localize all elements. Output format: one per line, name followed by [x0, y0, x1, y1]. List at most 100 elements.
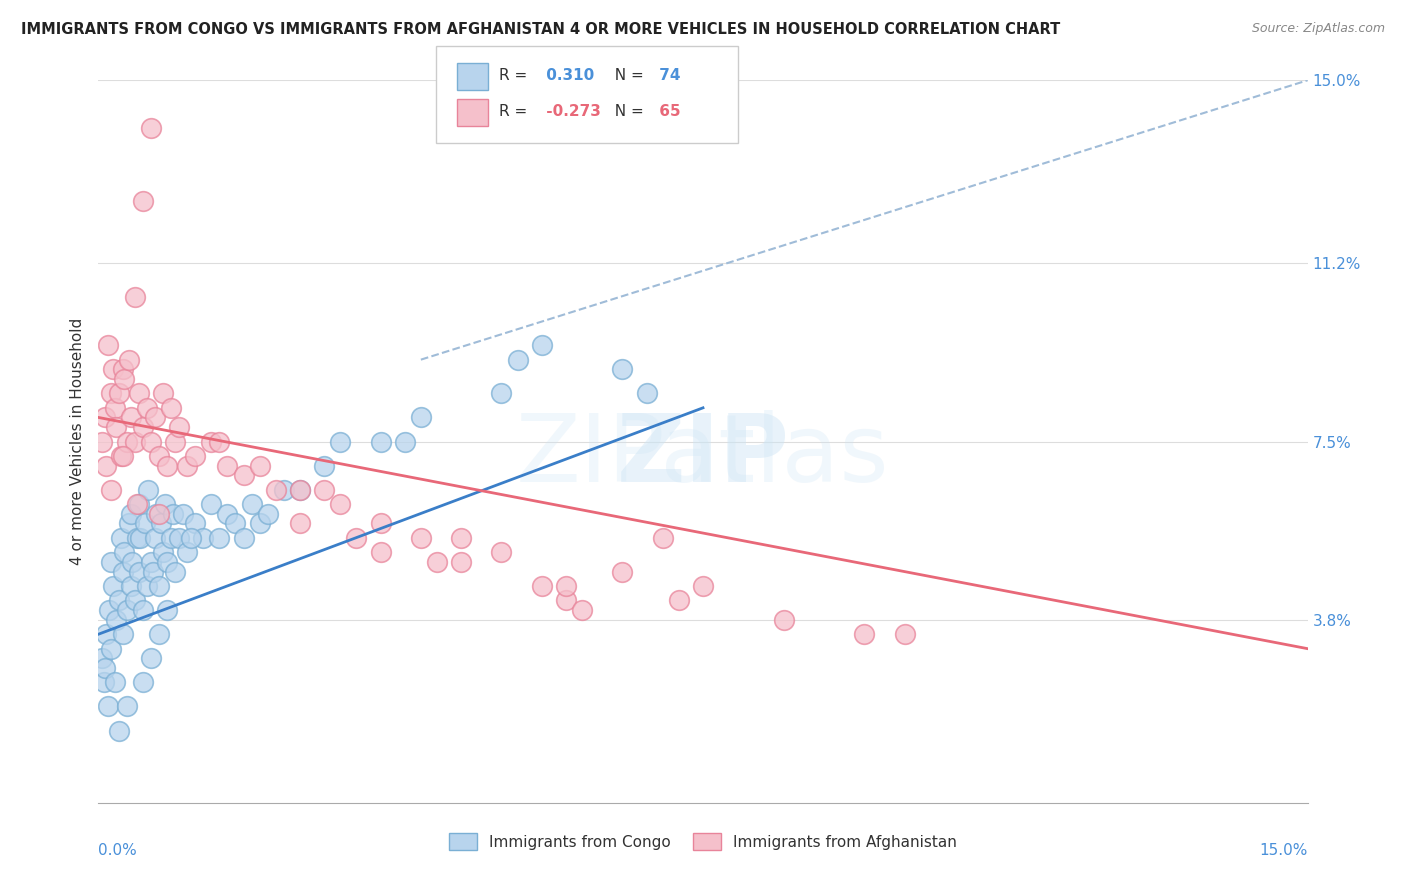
Point: [167, 420, 190, 434]
Text: -0.273: -0.273: [541, 104, 602, 119]
Point: [314, 458, 336, 473]
Point: [612, 362, 634, 376]
Point: [555, 579, 578, 593]
Point: [163, 565, 186, 579]
Point: [120, 410, 142, 425]
Point: [148, 449, 170, 463]
Point: [370, 434, 392, 449]
Point: [217, 458, 239, 473]
Point: [273, 483, 295, 497]
Point: [138, 483, 160, 497]
Point: [100, 483, 122, 497]
Point: [135, 579, 157, 593]
Point: [139, 555, 162, 569]
Point: [692, 579, 714, 593]
Point: [370, 516, 392, 531]
Point: [150, 516, 173, 531]
Point: [107, 593, 129, 607]
Point: [571, 603, 593, 617]
Point: [107, 386, 129, 401]
Point: [176, 545, 198, 559]
Point: [555, 593, 578, 607]
Point: [127, 497, 149, 511]
Point: [112, 372, 135, 386]
Point: [120, 507, 142, 521]
Point: [112, 545, 135, 559]
Point: [129, 531, 152, 545]
Point: [142, 565, 165, 579]
Point: [612, 565, 634, 579]
Text: 15.0%: 15.0%: [1260, 843, 1308, 857]
Point: [163, 434, 186, 449]
Point: [110, 449, 132, 463]
Point: [124, 434, 146, 449]
Point: [329, 434, 352, 449]
Point: [134, 516, 156, 531]
Point: [853, 627, 876, 641]
Point: [132, 603, 155, 617]
Point: [772, 613, 794, 627]
Point: [110, 531, 132, 545]
Point: [105, 420, 128, 434]
Text: ZIP: ZIP: [617, 410, 789, 502]
Point: [167, 531, 190, 545]
Point: [111, 362, 134, 376]
Point: [394, 434, 416, 449]
Point: [100, 555, 122, 569]
Point: [107, 723, 129, 738]
Point: [148, 627, 170, 641]
Point: [120, 579, 142, 593]
Point: [139, 651, 162, 665]
Point: [139, 434, 162, 449]
Point: [111, 565, 134, 579]
Point: [115, 603, 138, 617]
Point: [139, 121, 162, 136]
Point: [156, 603, 179, 617]
Point: [329, 497, 352, 511]
Point: [288, 516, 311, 531]
Text: 0.0%: 0.0%: [98, 843, 138, 857]
Point: [160, 531, 183, 545]
Text: ZIPatlas: ZIPatlas: [516, 410, 890, 502]
Point: [96, 627, 118, 641]
Point: [121, 555, 143, 569]
Point: [101, 362, 124, 376]
Point: [148, 507, 170, 521]
Point: [91, 651, 114, 665]
Point: [132, 194, 155, 208]
Point: [200, 497, 222, 511]
Point: [115, 434, 138, 449]
Point: [668, 593, 690, 607]
Point: [152, 545, 174, 559]
Y-axis label: 4 or more Vehicles in Household: 4 or more Vehicles in Household: [69, 318, 84, 566]
Point: [314, 483, 336, 497]
Text: R =: R =: [499, 69, 527, 83]
Text: Source: ZipAtlas.com: Source: ZipAtlas.com: [1251, 22, 1385, 36]
Point: [232, 531, 254, 545]
Point: [530, 338, 553, 352]
Point: [249, 516, 271, 531]
Point: [97, 699, 120, 714]
Point: [143, 531, 166, 545]
Point: [101, 579, 124, 593]
Point: [893, 627, 915, 641]
Point: [160, 401, 183, 415]
Point: [118, 352, 141, 367]
Point: [111, 627, 134, 641]
Point: [94, 410, 117, 425]
Text: 74: 74: [654, 69, 681, 83]
Point: [124, 593, 146, 607]
Text: N =: N =: [605, 104, 644, 119]
Text: 65: 65: [654, 104, 681, 119]
Point: [100, 386, 122, 401]
Point: [217, 507, 239, 521]
Legend: Immigrants from Congo, Immigrants from Afghanistan: Immigrants from Congo, Immigrants from A…: [443, 827, 963, 856]
Point: [96, 458, 118, 473]
Point: [97, 338, 120, 352]
Point: [450, 555, 472, 569]
Point: [651, 531, 673, 545]
Text: R =: R =: [499, 104, 527, 119]
Point: [103, 675, 125, 690]
Point: [491, 386, 513, 401]
Point: [491, 545, 513, 559]
